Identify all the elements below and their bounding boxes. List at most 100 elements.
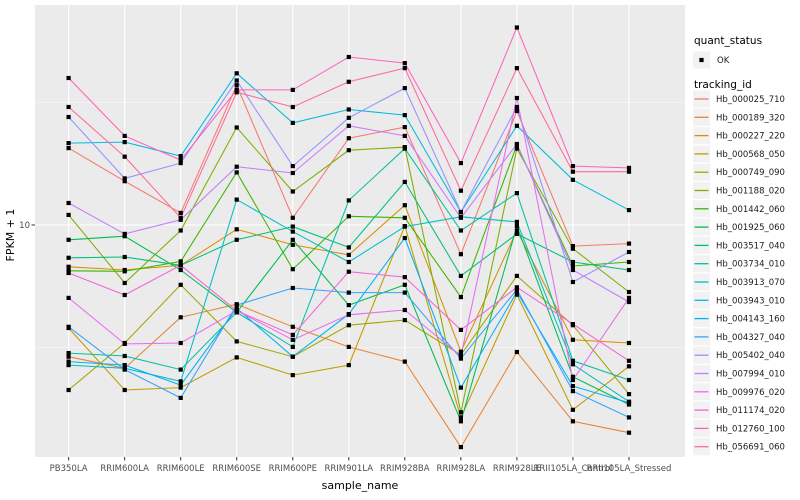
data-point-Hb_011174_020-RRIM600SE (234, 308, 239, 313)
data-point-Hb_003943_010-RRII105LA_Control (570, 177, 575, 182)
data-point-Hb_001442_060-RRIM928LA (458, 295, 463, 300)
data-point-Hb_001442_060-RRIM901LA (346, 214, 351, 219)
data-point-Hb_011174_020-RRII105LA_Stressed (626, 358, 632, 363)
data-point-Hb_056691_060-RRII105LA_Stressed (626, 169, 632, 174)
data-point-Hb_004143_160-RRII105LA_Control (570, 384, 575, 389)
data-point-Hb_001442_060-RRIM600SE (234, 170, 239, 175)
data-point-Hb_001188_020-RRIM600LA (122, 280, 127, 286)
legend-item-Hb_003517_040: Hb_003517_040 (693, 236, 785, 254)
legend-item-label: Hb_000189_320 (716, 113, 785, 123)
legend-item-Hb_000025_710: Hb_000025_710 (693, 90, 785, 108)
data-point-Hb_004327_040-RRIM600PE (290, 285, 295, 291)
data-point-Hb_000568_050-RRIM600PE (290, 373, 295, 378)
data-point-Hb_007994_010-RRIM600LA (122, 231, 127, 236)
data-point-Hb_000189_320-RRIM928LA (458, 445, 463, 450)
data-point-Hb_001925_060-RRIM600LE (178, 267, 183, 273)
data-point-Hb_004143_160-RRIM928LA (458, 385, 463, 390)
legend-item-Hb_003943_010: Hb_003943_010 (693, 291, 785, 309)
data-point-Hb_001442_060-PB350LA (66, 268, 71, 273)
data-point-Hb_001925_060-RRIM928LA (458, 419, 463, 424)
legend-item-Hb_056691_060: Hb_056691_060 (693, 438, 785, 456)
data-point-Hb_005402_040-RRIM928LA (458, 209, 463, 215)
data-point-Hb_000749_090-RRIM600LE (178, 282, 183, 287)
data-point-Hb_000227_220-RRIM901LA (346, 252, 351, 257)
data-point-Hb_000025_710-RRIM928BA (402, 125, 407, 130)
data-point-Hb_003734_010-RRIM928LA (458, 228, 463, 233)
data-point-Hb_003517_040-RRII105LA_Stressed (626, 267, 632, 273)
data-point-Hb_000749_090-RRIM600SE (234, 339, 239, 344)
data-point-Hb_000749_090-RRIM901LA (346, 323, 351, 328)
legend-item-label: Hb_009976_020 (716, 388, 785, 398)
data-point-Hb_004143_160-RRIM600LA (122, 363, 127, 368)
data-point-Hb_003913_070-RRIM928BA (402, 224, 407, 229)
data-point-Hb_001188_020-PB350LA (66, 212, 71, 217)
data-point-Hb_001442_060-RRIM600PE (290, 267, 295, 272)
data-point-Hb_009976_020-RRII105LA_Control (570, 377, 575, 383)
data-point-Hb_000227_220-RRII105LA_Stressed (626, 340, 632, 346)
data-point-Hb_000749_090-RRIM928BA (402, 318, 407, 323)
legend-item-Hb_012760_100: Hb_012760_100 (693, 419, 785, 437)
data-point-Hb_003943_010-RRIM928BA (402, 113, 407, 118)
data-point-Hb_056691_060-RRII105LA_Control (570, 169, 575, 174)
data-point-Hb_012760_100-PB350LA (66, 75, 71, 81)
data-point-Hb_012760_100-RRIM928LA (458, 161, 463, 166)
data-point-Hb_009976_020-RRII105LA_Stressed (626, 295, 632, 300)
data-point-Hb_000227_220-PB350LA (66, 264, 71, 269)
data-point-Hb_004327_040-RRIM928BA (402, 290, 407, 295)
data-point-Hb_004143_160-RRIM600LE (178, 383, 183, 388)
data-point-Hb_000227_220-RRIM600SE (234, 227, 239, 232)
data-point-Hb_000025_710-RRIM928LA (458, 252, 463, 257)
legend-item-Hb_005402_040: Hb_005402_040 (693, 346, 785, 364)
legend-item-Hb_001442_060: Hb_001442_060 (693, 200, 785, 218)
data-point-Hb_000025_710-PB350LA (66, 146, 71, 151)
data-point-Hb_003943_010-RRII105LA_Stressed (626, 208, 632, 213)
data-point-Hb_003517_040-PB350LA (66, 255, 71, 260)
data-point-Hb_000227_220-RRIM600PE (290, 242, 295, 247)
data-point-Hb_001442_060-RRII105LA_Control (570, 263, 575, 269)
data-point-Hb_004327_040-RRIM928LE (514, 287, 519, 292)
data-point-Hb_056691_060-RRIM600LE (178, 215, 183, 220)
data-point-Hb_056691_060-RRIM600SE (234, 90, 239, 95)
legend-item-label: Hb_000749_090 (716, 168, 785, 178)
data-point-Hb_009976_020-RRIM928LA (458, 353, 463, 359)
data-point-Hb_000568_050-RRIM600LA (122, 387, 127, 393)
legend-item-Hb_011174_020: Hb_011174_020 (693, 401, 785, 419)
legend-item-Hb_000749_090: Hb_000749_090 (693, 163, 785, 181)
data-point-Hb_000227_220-RRII105LA_Control (570, 337, 575, 342)
data-point-Hb_004327_040-RRIM928LA (458, 356, 463, 361)
data-point-Hb_056691_060-RRIM928BA (402, 66, 407, 71)
data-point-Hb_003517_040-RRIM600LA (122, 254, 127, 260)
legend-item-label: Hb_001925_060 (716, 223, 785, 233)
data-point-Hb_000025_710-RRII105LA_Stressed (626, 241, 632, 246)
data-point-Hb_011174_020-RRIM928BA (402, 275, 407, 280)
legend-item-Hb_000227_220: Hb_000227_220 (693, 127, 785, 145)
data-point-Hb_003517_040-RRIM928LE (514, 231, 519, 236)
legend-item-label: Hb_000025_710 (716, 95, 785, 105)
data-point-Hb_001188_020-RRIM600LE (178, 228, 183, 233)
data-point-Hb_004327_040-PB350LA (66, 324, 71, 329)
data-point-Hb_000568_050-RRII105LA_Control (570, 407, 575, 412)
data-point-Hb_001925_060-RRIM901LA (346, 303, 351, 308)
data-point-Hb_004143_160-RRIM928BA (402, 235, 407, 241)
data-point-Hb_009976_020-RRIM600PE (290, 337, 295, 342)
data-point-Hb_001442_060-RRIM600LA (122, 269, 127, 274)
x-tick-label-RRIM928LE: RRIM928LE (493, 464, 541, 474)
data-point-Hb_000025_710-RRIM600LA (122, 179, 127, 184)
data-point-Hb_007994_010-RRIM901LA (346, 123, 351, 128)
data-point-Hb_003734_010-RRIM600PE (290, 344, 295, 349)
legend-item-label: Hb_003913_070 (716, 278, 785, 288)
data-point-Hb_003517_040-RRIM928LA (458, 273, 463, 278)
data-point-Hb_004327_040-RRIM901LA (346, 290, 351, 295)
data-point-Hb_000568_050-RRIM928LE (514, 292, 519, 297)
legend-item-label: Hb_056691_060 (716, 443, 785, 453)
data-point-Hb_012760_100-RRIM928BA (402, 61, 407, 66)
data-point-Hb_001925_060-RRIM600LA (122, 234, 127, 239)
legend-item-label: Hb_012760_100 (716, 424, 785, 434)
data-point-Hb_004327_040-RRIM600LA (122, 367, 127, 372)
legend-item-label: Hb_001442_060 (716, 205, 785, 215)
data-point-Hb_003734_010-RRII105LA_Stressed (626, 377, 632, 383)
data-point-Hb_003517_040-RRII105LA_Control (570, 259, 575, 265)
data-point-Hb_000025_710-RRIM901LA (346, 136, 351, 141)
data-point-Hb_004143_160-PB350LA (66, 359, 71, 364)
